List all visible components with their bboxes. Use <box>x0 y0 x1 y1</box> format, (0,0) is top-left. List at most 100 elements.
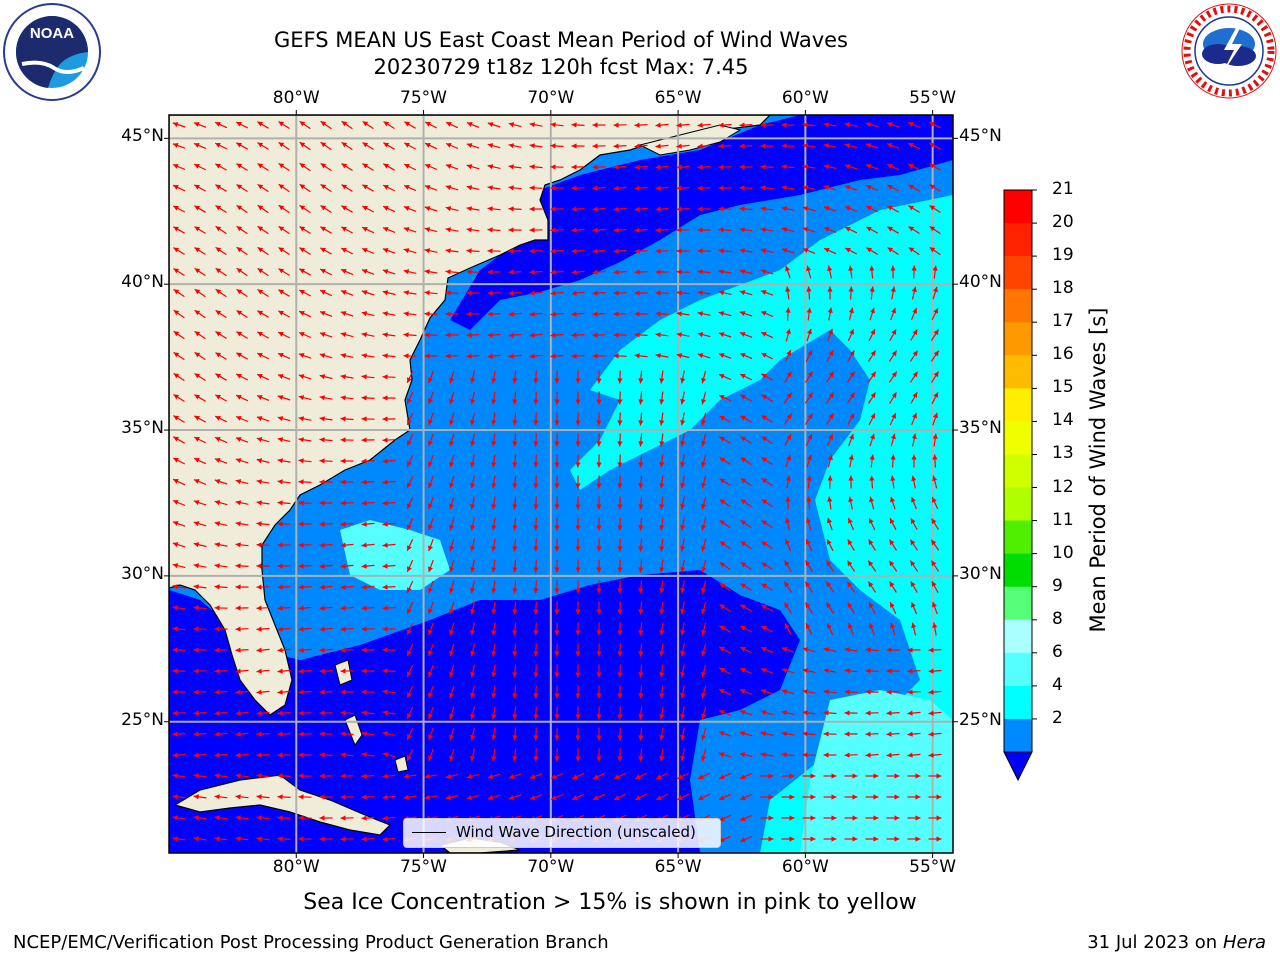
wind-wave-arrowhead <box>806 286 812 292</box>
wind-wave-arrowhead <box>298 395 305 401</box>
wind-wave-arrowhead <box>831 836 837 842</box>
wind-wave-arrowhead <box>533 693 539 699</box>
wind-wave-arrowhead <box>659 609 665 615</box>
wind-wave-arrowhead <box>890 286 896 292</box>
wind-wave-arrowhead <box>361 710 367 716</box>
wind-wave-arrowhead <box>826 602 832 609</box>
wind-wave-arrowhead <box>445 269 451 275</box>
wind-wave-arrowhead <box>575 735 581 741</box>
wind-wave-arrowhead <box>533 420 539 426</box>
wind-wave-arrowhead <box>933 308 938 314</box>
wind-wave-arrowhead <box>382 773 388 779</box>
wind-wave-arrowhead <box>677 795 683 800</box>
wind-wave-arrowhead <box>445 185 452 191</box>
wind-wave-arrowhead <box>865 122 872 128</box>
wind-wave-arrowhead <box>739 206 745 212</box>
wind-wave-arrowhead <box>554 735 560 741</box>
wind-wave-arrowhead <box>761 415 768 421</box>
wind-wave-arrowhead <box>320 311 326 316</box>
wind-wave-arrowhead <box>760 143 766 149</box>
wind-wave-arrowhead <box>869 286 875 292</box>
wind-wave-arrowhead <box>760 206 766 212</box>
wind-wave-arrowhead <box>341 121 348 127</box>
wind-wave-arrowhead <box>172 542 179 547</box>
wind-wave-arrowhead <box>719 478 726 484</box>
wind-wave-arrowhead <box>424 185 431 190</box>
wind-wave-arrowhead <box>361 563 367 569</box>
wind-wave-arrowhead <box>512 756 518 762</box>
wind-wave-arrowhead <box>823 164 830 170</box>
wind-wave-arrowhead <box>361 626 367 632</box>
wind-wave-arrowhead <box>491 483 497 489</box>
wind-wave-arrowhead <box>865 731 871 737</box>
wind-wave-arrowhead <box>340 794 346 800</box>
wind-wave-arrowhead <box>634 185 640 191</box>
wind-wave-arrowhead <box>533 399 539 405</box>
wind-wave-arrowhead <box>214 521 221 527</box>
colorbar-tick-label: 20 <box>1052 212 1074 233</box>
wind-wave-arrowhead <box>634 353 640 359</box>
wind-wave-arrowhead <box>449 398 455 405</box>
wind-wave-arrowhead <box>908 143 914 148</box>
wind-wave-arrowhead <box>596 525 602 531</box>
wave-region-mid-southeast <box>800 690 953 853</box>
wind-wave-arrowhead <box>194 164 200 169</box>
wind-wave-arrowhead <box>870 433 875 440</box>
wind-wave-arrowhead <box>529 248 535 254</box>
lon-label-bottom: 60°W <box>781 857 829 877</box>
wind-wave-arrowhead <box>596 420 602 426</box>
wind-wave-arrowhead <box>617 651 623 657</box>
lat-label-right: 25°N <box>959 709 1002 730</box>
wind-wave-arrowhead <box>491 672 497 678</box>
wind-wave-arrowhead <box>617 441 623 447</box>
wind-wave-arrowhead <box>554 693 560 699</box>
wind-wave-arrowhead <box>491 441 497 447</box>
wind-wave-arrowhead <box>194 458 200 463</box>
wind-wave-arrowhead <box>697 122 703 128</box>
wind-wave-arrowhead <box>299 247 306 253</box>
wind-wave-arrowhead <box>761 457 768 463</box>
wind-wave-arrowhead <box>828 371 834 378</box>
wind-wave-arrowhead <box>173 331 180 337</box>
wind-wave-arrowhead <box>382 584 388 590</box>
wind-wave-arrowhead <box>739 164 745 170</box>
wind-wave-arrowhead <box>873 836 879 842</box>
wind-wave-arrowhead <box>740 795 746 800</box>
wind-wave-arrowhead <box>407 713 412 719</box>
wind-wave-arrowhead <box>298 437 304 443</box>
wind-wave-arrowhead <box>257 142 264 148</box>
wind-wave-arrowhead <box>383 142 389 148</box>
wind-wave-arrowhead <box>236 310 243 316</box>
wind-wave-arrowhead <box>407 755 412 761</box>
wind-wave-arrowhead <box>215 437 221 442</box>
colorbar-segment <box>1004 487 1032 522</box>
wind-wave-arrowhead <box>470 503 476 510</box>
wind-wave-arrowhead <box>428 545 433 552</box>
wind-wave-arrowhead <box>173 352 180 358</box>
lat-label-right: 45°N <box>959 126 1002 147</box>
wind-wave-arrowhead <box>701 503 707 510</box>
wind-wave-arrowhead <box>802 689 808 695</box>
wind-wave-arrowhead <box>933 350 939 357</box>
wind-wave-arrowhead <box>866 185 872 190</box>
wind-wave-arrowhead <box>929 205 936 211</box>
wind-wave-arrowhead <box>908 247 915 253</box>
wave-region-mid-west <box>340 520 450 590</box>
wind-wave-arrowhead <box>596 651 602 657</box>
wind-wave-arrowhead <box>214 773 220 779</box>
wind-wave-arrowhead <box>361 437 367 443</box>
wind-wave-arrowhead <box>491 651 497 657</box>
wind-wave-arrowhead <box>596 630 602 636</box>
colorbar-segment <box>1004 619 1032 654</box>
wind-wave-arrowhead <box>806 496 812 502</box>
wind-wave-arrowhead <box>680 398 686 405</box>
lon-label-bottom: 75°W <box>400 857 448 877</box>
wind-wave-arrowhead <box>172 815 178 821</box>
wind-wave-arrowhead <box>701 755 707 762</box>
wind-wave-arrowhead <box>571 290 577 296</box>
wind-wave-arrowhead <box>826 560 832 567</box>
wind-wave-arrowhead <box>428 692 433 699</box>
wind-wave-arrowhead <box>445 773 452 779</box>
wind-wave-arrowhead <box>236 122 242 127</box>
wind-wave-arrowhead <box>593 795 599 800</box>
